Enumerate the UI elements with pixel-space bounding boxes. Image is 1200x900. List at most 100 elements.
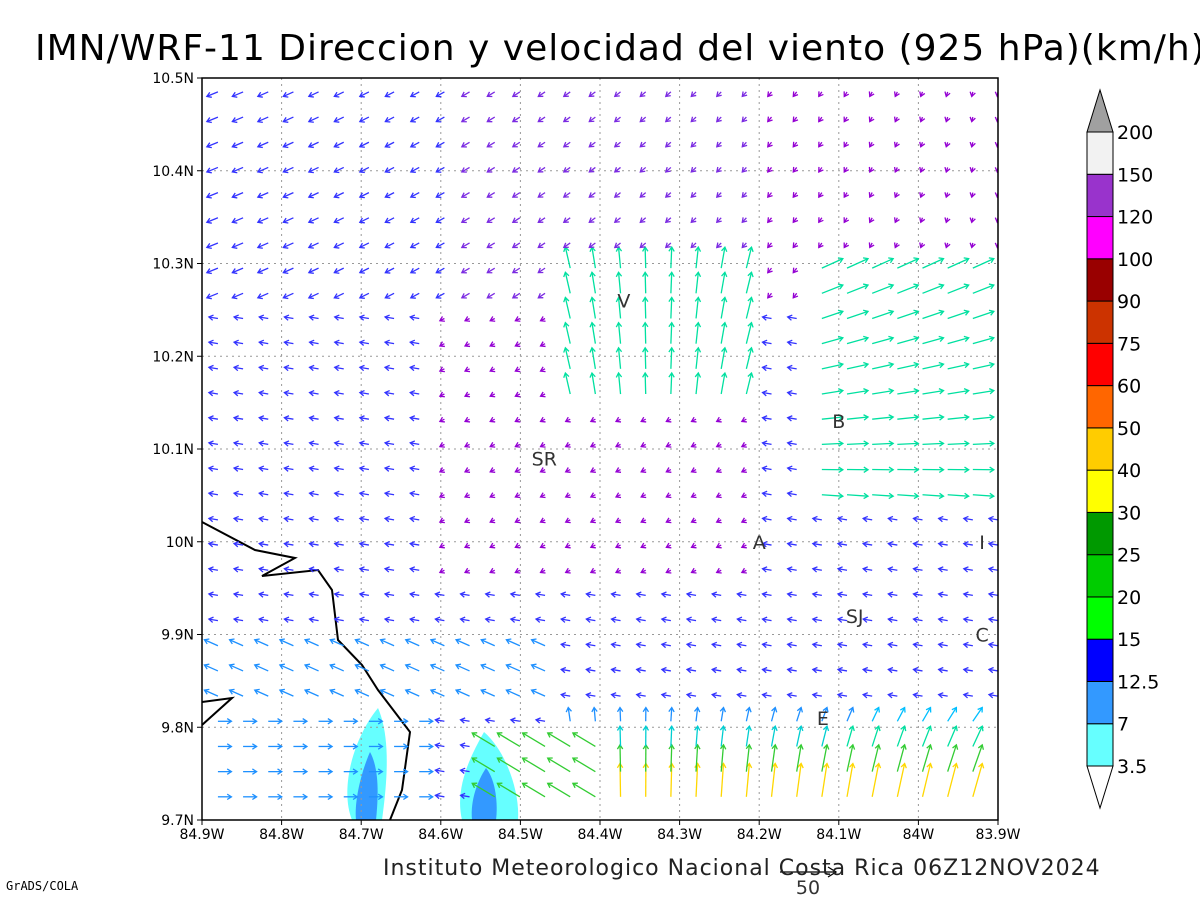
- wind-vector: [962, 566, 973, 573]
- wind-vector: [511, 292, 521, 299]
- wind-vector: [459, 616, 470, 623]
- wind-vector: [786, 389, 797, 397]
- wind-vector: [463, 467, 471, 473]
- wind-vector: [563, 245, 571, 269]
- wind-vector: [404, 688, 420, 697]
- wind-vector: [537, 242, 546, 249]
- wind-vector: [997, 443, 998, 445]
- wind-vector: [454, 663, 470, 672]
- wind-vector: [438, 416, 445, 423]
- wind-vector: [384, 267, 395, 274]
- wind-vector: [514, 341, 521, 348]
- wind-vector: [836, 541, 848, 548]
- wind-vector: [438, 517, 445, 524]
- wind-vector: [642, 706, 650, 722]
- wind-vector: [921, 743, 933, 772]
- wind-vector: [207, 541, 219, 548]
- wind-vector: [460, 267, 470, 274]
- wind-vector: [871, 706, 880, 722]
- wind-vector: [614, 441, 622, 448]
- wind-vector: [871, 725, 881, 747]
- wind-vector: [821, 257, 844, 269]
- wind-vector: [454, 688, 470, 697]
- wind-vector: [614, 517, 622, 524]
- wind-vector: [463, 366, 471, 373]
- wind-vector: [711, 692, 722, 699]
- colorbar-band: [1086, 596, 1114, 640]
- wind-vector: [530, 663, 546, 672]
- wind-vector: [694, 296, 702, 319]
- wind-vector: [514, 416, 521, 423]
- wind-vector: [969, 217, 976, 224]
- wind-vector: [435, 166, 445, 173]
- wind-vector: [715, 192, 722, 198]
- wind-vector: [972, 466, 996, 473]
- wind-vector: [564, 441, 571, 448]
- wind-vector: [486, 292, 496, 299]
- wind-vector: [912, 515, 923, 523]
- wind-vector: [897, 361, 920, 370]
- wind-vector: [588, 217, 596, 224]
- colorbar-band: [1086, 173, 1114, 218]
- wind-speed-shading: [347, 708, 519, 820]
- wind-vector: [454, 638, 470, 647]
- wind-vector: [741, 192, 748, 199]
- wind-vector: [258, 440, 269, 447]
- wind-vector: [947, 762, 959, 797]
- wind-vector: [283, 440, 294, 447]
- wind-vector: [846, 492, 870, 500]
- wind-vector: [258, 465, 269, 472]
- colorbar-band: [1086, 342, 1114, 387]
- wind-vector: [614, 542, 622, 549]
- wind-vector: [897, 309, 920, 320]
- wind-vector: [836, 692, 848, 699]
- wind-vector: [843, 192, 850, 199]
- wind-vector: [282, 166, 294, 174]
- wind-vector: [589, 321, 597, 344]
- wind-vector: [861, 666, 873, 674]
- wind-vector: [719, 743, 727, 772]
- colorbar-label: 120: [1117, 207, 1153, 229]
- place-label: A: [753, 532, 766, 554]
- wind-vector: [496, 732, 521, 748]
- wind-vector: [711, 591, 722, 598]
- wind-vector: [564, 567, 571, 574]
- wind-vector: [384, 217, 395, 224]
- colorbar-band: [1086, 385, 1114, 429]
- wind-vector: [205, 91, 219, 98]
- wind-vector: [690, 217, 697, 224]
- wind-vector: [715, 416, 722, 423]
- wind-vector: [761, 364, 772, 372]
- wind-vector: [463, 341, 471, 348]
- wind-vector: [585, 692, 596, 699]
- y-tick-label: 9.8N: [161, 720, 194, 736]
- wind-vector: [811, 515, 822, 523]
- wind-vector: [972, 492, 996, 500]
- wind-vector: [539, 467, 546, 473]
- wind-vector: [846, 440, 870, 447]
- wind-vector: [740, 441, 747, 448]
- wind-vector: [719, 724, 727, 747]
- wind-vector: [308, 389, 319, 397]
- wind-vector: [719, 706, 727, 722]
- wind-vector: [767, 141, 773, 148]
- wind-vector: [283, 314, 294, 321]
- wind-vector: [615, 296, 623, 319]
- wind-vector: [521, 757, 546, 773]
- wind-vector: [665, 492, 672, 499]
- wind-vector: [767, 292, 773, 299]
- wind-vector: [694, 743, 701, 772]
- wind-vector: [642, 724, 650, 747]
- x-tick-label: 84.7W: [339, 827, 384, 843]
- wind-vector: [205, 192, 219, 199]
- wind-vector: [358, 440, 370, 447]
- wind-vector: [231, 192, 244, 199]
- wind-vector: [563, 371, 571, 395]
- wind-vector: [460, 116, 470, 123]
- wind-vector: [589, 492, 596, 499]
- wind-vector: [694, 724, 701, 747]
- wind-vector: [846, 725, 855, 747]
- wind-vector: [571, 782, 596, 798]
- wind-vector: [872, 414, 895, 421]
- wind-vector: [887, 616, 898, 623]
